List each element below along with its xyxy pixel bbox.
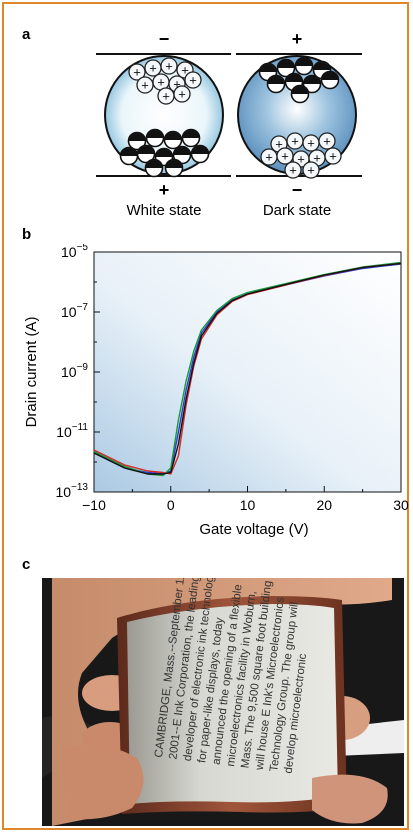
svg-text:+: + <box>181 63 189 78</box>
positive-black-particle <box>276 58 296 78</box>
svg-text:+: + <box>323 134 331 149</box>
negative-white-particle: + <box>302 134 320 152</box>
negative-black-particle <box>145 128 165 148</box>
svg-text:+: + <box>141 78 149 93</box>
panel-b-letter: b <box>22 226 32 243</box>
figure-frame: a + + + + + + + + + + + + + + + + + + + + + − + + − <box>2 2 409 830</box>
svg-text:+: + <box>275 137 283 152</box>
left-bottom-sign: + <box>158 180 170 200</box>
plot-area <box>93 251 402 493</box>
svg-text:+: + <box>173 77 181 92</box>
svg-text:+: + <box>162 89 170 104</box>
series-line-2 <box>93 261 402 477</box>
x-tick-label: −10 <box>82 497 106 513</box>
svg-text:+: + <box>307 136 315 151</box>
left-top-sign: − <box>158 29 170 49</box>
y-tick-label: 10−5 <box>61 244 88 260</box>
y-axis-label: Drain current (A) <box>23 317 40 428</box>
eink-sheet <box>127 604 338 804</box>
positive-white-particle: + <box>184 71 202 89</box>
flexible-display-photo: CAMBRIDGE, Mass.--September 11, 2001--E I… <box>42 578 404 826</box>
negative-black-particle <box>136 144 156 164</box>
panel-a-letter: a <box>22 26 31 43</box>
svg-text:+: + <box>307 163 315 178</box>
white-state-label: White state <box>126 202 202 219</box>
svg-text:+: + <box>291 134 299 149</box>
negative-white-particle: + <box>260 148 278 166</box>
negative-black-particle <box>144 158 164 178</box>
series-line-4 <box>93 262 402 475</box>
svg-text:+: + <box>313 151 321 166</box>
negative-black-particle <box>164 158 184 178</box>
y-tick-label: 10−13 <box>55 482 88 500</box>
svg-text:+: + <box>149 61 157 76</box>
drain-current-chart: 10−13 10−11 10−9 10−7 10−5 −10 0 10 20 30 Gate v… <box>23 244 409 538</box>
negative-black-particle <box>172 145 192 165</box>
positive-white-particle: + <box>173 85 191 103</box>
negative-black-particle <box>163 130 183 150</box>
positive-black-particle <box>290 84 310 104</box>
svg-text:+: + <box>297 152 305 167</box>
x-tick-label: 0 <box>167 497 175 513</box>
panel-c-letter: c <box>22 556 31 573</box>
negative-white-particle: + <box>318 132 336 150</box>
dark-state-label: Dark state <box>262 202 332 219</box>
right-top-sign: + <box>291 29 303 49</box>
right-bottom-sign: − <box>291 180 303 200</box>
x-tick-label: 10 <box>240 497 256 513</box>
negative-white-particle: + <box>284 161 302 179</box>
positive-black-particle <box>302 74 322 94</box>
positive-white-particle: + <box>128 63 146 81</box>
negative-black-particle <box>190 144 210 164</box>
positive-white-particle: + <box>160 57 178 75</box>
svg-text:+: + <box>289 163 297 178</box>
svg-text:+: + <box>189 73 197 88</box>
svg-text:+: + <box>178 87 186 102</box>
positive-white-particle: + <box>157 87 175 105</box>
svg-text:+: + <box>165 59 173 74</box>
positive-white-particle: + <box>144 59 162 77</box>
positive-black-particle <box>266 74 286 94</box>
y-tick-label: 10−9 <box>61 362 88 380</box>
negative-white-particle: + <box>286 132 304 150</box>
svg-text:+: + <box>133 65 141 80</box>
negative-black-particle <box>181 128 201 148</box>
positive-black-particle <box>320 70 340 90</box>
x-tick-label: 30 <box>393 497 409 513</box>
negative-black-particle <box>127 131 147 151</box>
negative-white-particle: + <box>324 147 342 165</box>
positive-black-particle <box>294 56 314 76</box>
y-tick-label: 10−7 <box>61 302 88 320</box>
panel-a-diagram: + + + ++ + + ++ + + + + ++ + + + ++ + <box>96 53 362 179</box>
negative-white-particle: + <box>302 161 320 179</box>
svg-text:+: + <box>329 149 337 164</box>
svg-text:+: + <box>281 149 289 164</box>
x-tick-label: 20 <box>316 497 332 513</box>
svg-text:+: + <box>157 75 165 90</box>
negative-black-particle <box>119 146 139 166</box>
svg-text:+: + <box>265 150 273 165</box>
y-tick-label: 10−11 <box>56 422 88 440</box>
positive-white-particle: + <box>136 76 154 94</box>
x-axis-label: Gate voltage (V) <box>199 521 308 538</box>
